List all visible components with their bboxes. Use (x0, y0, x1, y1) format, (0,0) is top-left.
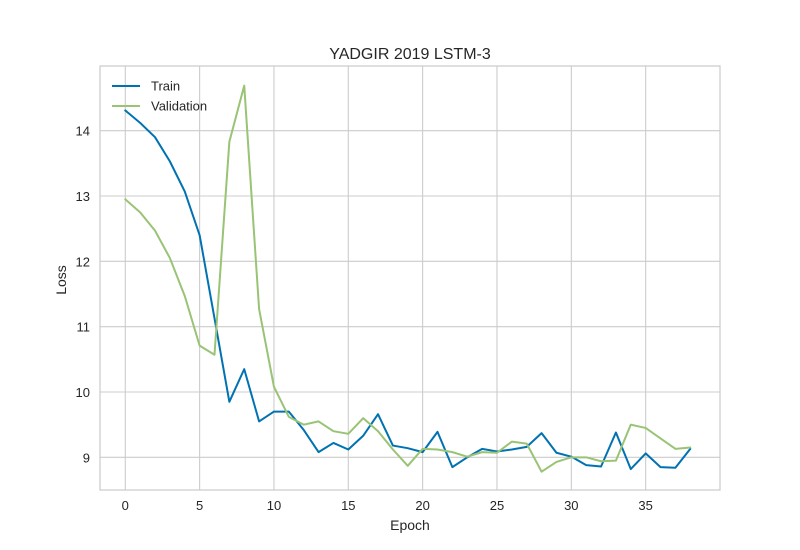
chart-title: YADGIR 2019 LSTM-3 (329, 46, 491, 63)
y-tick-labels: 9 10 11 12 13 14 (76, 124, 90, 466)
y-tick-label: 11 (77, 320, 91, 335)
x-tick-label: 20 (415, 498, 429, 513)
x-tick-labels: 0 5 10 15 20 25 30 35 (122, 498, 653, 513)
y-tick-label: 9 (83, 450, 90, 465)
x-tick-label: 0 (122, 498, 129, 513)
series-lines (124, 84, 692, 473)
legend: Train Validation (112, 79, 207, 114)
x-tick-label: 15 (341, 498, 355, 513)
y-axis-label: Loss (53, 265, 69, 295)
x-tick-label: 30 (564, 498, 578, 513)
series-line-train (124, 109, 692, 471)
plot-area (99, 65, 721, 491)
x-tick-label: 25 (490, 498, 504, 513)
x-axis-label: Epoch (390, 517, 430, 533)
x-tick-label: 10 (267, 498, 281, 513)
y-tick-label: 13 (76, 189, 90, 204)
y-tick-label: 10 (76, 385, 90, 400)
series-line-validation (124, 84, 692, 473)
x-tick-label: 5 (196, 498, 203, 513)
y-tick-label: 12 (76, 254, 90, 269)
legend-label-train: Train (151, 79, 180, 94)
x-tick-label: 35 (638, 498, 652, 513)
y-tick-label: 14 (76, 124, 90, 139)
legend-label-validation: Validation (151, 99, 207, 114)
